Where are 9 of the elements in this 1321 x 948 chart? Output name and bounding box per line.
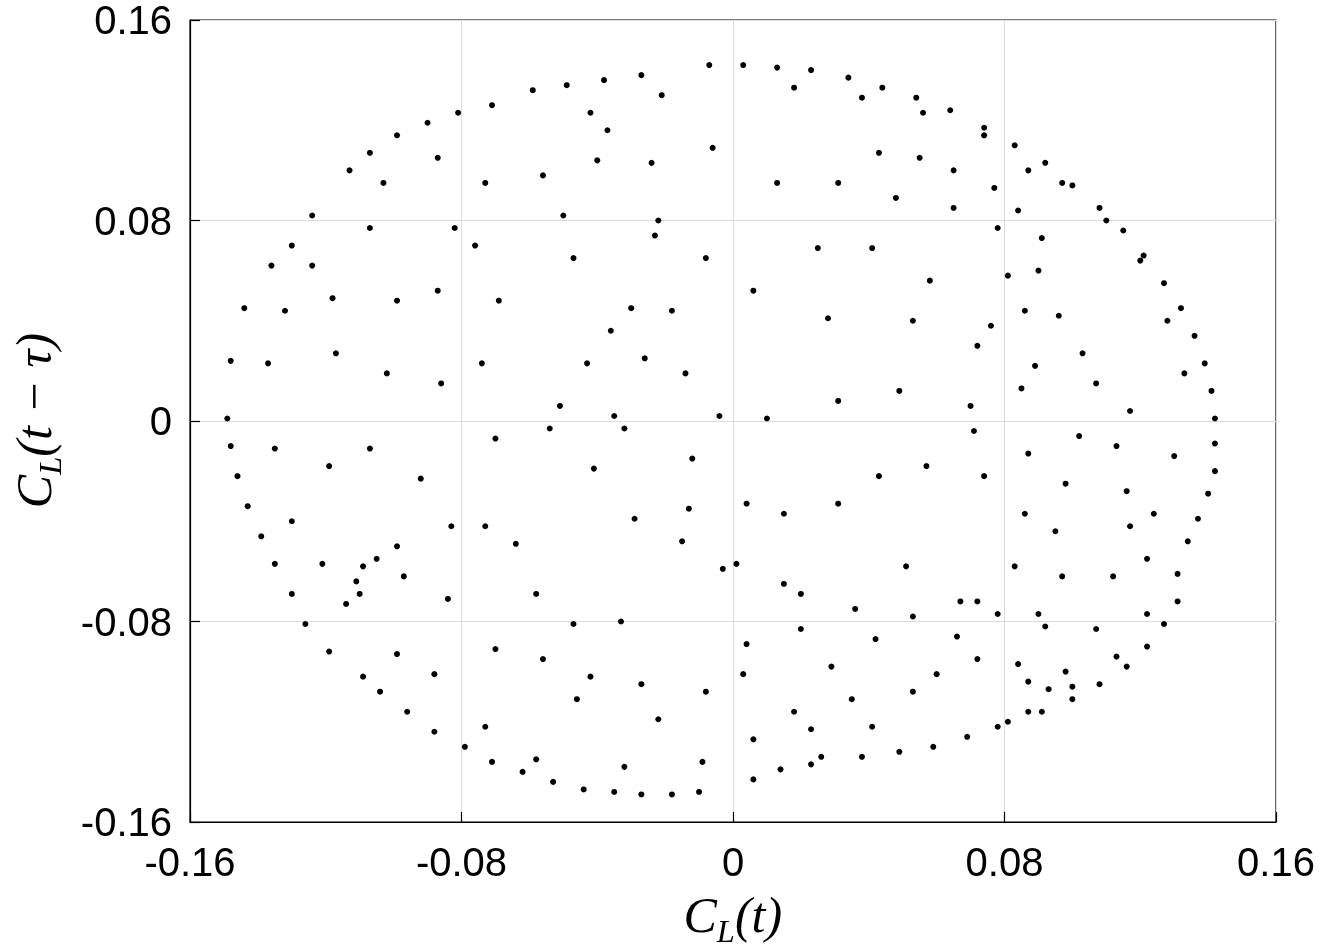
y-tick-label: 0: [149, 399, 172, 443]
y-tick-label: -0.08: [80, 599, 172, 644]
y-tick-label: 0.08: [94, 198, 172, 243]
x-tick-label: 0.08: [965, 840, 1044, 884]
x-tick-label: 0.16: [1237, 840, 1315, 884]
x-axis-title: C$_{L}$(t): [683, 887, 783, 948]
x-tick-label: -0.08: [415, 840, 508, 884]
x-tick-label: 0: [721, 840, 745, 884]
y-tick-label: 0.16: [94, 0, 172, 42]
